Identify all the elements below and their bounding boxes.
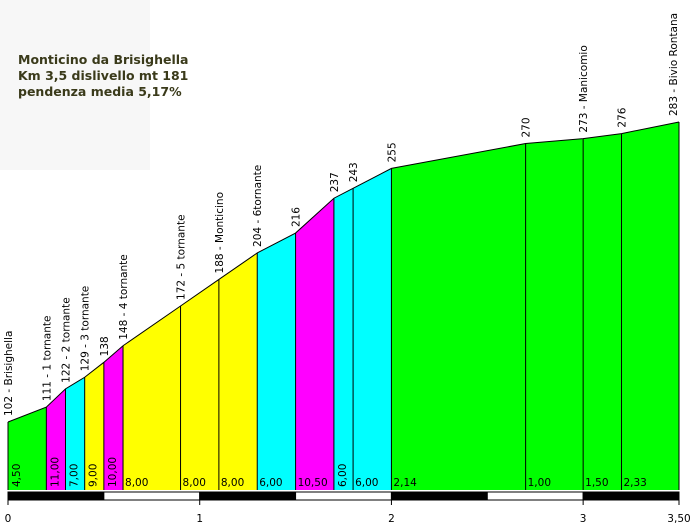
profile-segment bbox=[218, 252, 258, 490]
segment-grade-label: 1,00 bbox=[528, 477, 551, 489]
climb-average-grade: pendenza media 5,17% bbox=[18, 84, 182, 99]
profile-segment bbox=[46, 388, 66, 490]
km-scale-bar-segment bbox=[486, 491, 584, 501]
profile-segment bbox=[84, 362, 104, 490]
elevation-point-label: 111 - 1 tornante bbox=[41, 316, 53, 402]
elevation-point-label: 129 - 3 tornante bbox=[80, 286, 92, 372]
elevation-point-label: 270 bbox=[521, 118, 533, 138]
elevation-point-label: 283 - Bivio Rontana bbox=[668, 13, 680, 116]
segment-grade-label: 7,00 bbox=[69, 464, 81, 487]
profile-segment bbox=[525, 138, 584, 490]
elevation-point-label: 243 bbox=[348, 162, 360, 182]
km-scale-bar-segment bbox=[199, 491, 297, 501]
km-scale-bar-segment bbox=[7, 491, 105, 501]
elevation-point-label: 255 bbox=[386, 142, 398, 162]
x-axis-tick-label: 2 bbox=[388, 513, 395, 525]
elevation-point-label: 204 - 6tornante bbox=[252, 165, 264, 247]
segment-grade-label: 2,33 bbox=[623, 477, 646, 489]
elevation-point-label: 172 - 5 tornante bbox=[176, 214, 188, 300]
segment-grade-label: 8,00 bbox=[221, 477, 244, 489]
segment-grade-label: 9,00 bbox=[88, 464, 100, 487]
x-axis-tick-label: 1 bbox=[196, 513, 203, 525]
segment-grade-label: 2,14 bbox=[393, 477, 417, 489]
info-panel-background bbox=[0, 0, 150, 170]
elevation-point-label: 122 - 2 tornante bbox=[61, 297, 73, 383]
elevation-point-label: 188 - Monticino bbox=[214, 192, 226, 273]
segment-grade-label: 6,00 bbox=[337, 464, 349, 487]
profile-segment bbox=[333, 188, 354, 490]
segment-grade-label: 1,50 bbox=[585, 477, 608, 489]
profile-segment bbox=[391, 143, 526, 490]
climb-info-box: Monticino da Brisighella Km 3,5 dislivel… bbox=[18, 52, 188, 100]
km-scale-bar-segment bbox=[295, 491, 392, 501]
profile-segment bbox=[103, 345, 124, 490]
elevation-point-label: 216 bbox=[291, 207, 303, 227]
segment-grade-label: 10,00 bbox=[107, 457, 119, 487]
profile-segment bbox=[353, 168, 392, 490]
profile-segment bbox=[8, 407, 47, 490]
profile-segment bbox=[65, 377, 85, 490]
segment-grade-label: 4,50 bbox=[11, 464, 23, 487]
x-axis-tick-label: 0 bbox=[5, 513, 12, 525]
elevation-point-label: 276 bbox=[616, 107, 628, 127]
segment-grade-label: 6,00 bbox=[355, 477, 378, 489]
km-scale-bar-segment bbox=[582, 491, 680, 501]
climb-title: Monticino da Brisighella bbox=[18, 52, 189, 67]
profile-segment bbox=[295, 198, 334, 490]
elevation-point-label: 138 bbox=[99, 336, 111, 356]
elevation-point-label: 102 - Brisighella bbox=[3, 331, 15, 416]
profile-segment bbox=[257, 233, 296, 490]
profile-segment bbox=[583, 133, 622, 490]
segment-grade-label: 6,00 bbox=[259, 477, 282, 489]
segment-grade-label: 10,50 bbox=[298, 477, 328, 489]
km-scale-bar-segment bbox=[103, 491, 201, 501]
profile-segment bbox=[123, 305, 181, 490]
km-scale-bar-segment bbox=[390, 491, 488, 501]
segment-grade-label: 11,00 bbox=[49, 457, 61, 487]
elevation-point-label: 273 - Manicomio bbox=[578, 45, 590, 132]
x-axis-tick-label: 3 bbox=[580, 513, 587, 525]
elevation-point-label: 237 bbox=[329, 172, 341, 192]
x-axis-tick-label: 3,50 bbox=[667, 513, 690, 525]
segment-grade-label: 8,00 bbox=[125, 477, 148, 489]
elevation-point-label: 148 - 4 tornante bbox=[118, 254, 130, 340]
profile-segment bbox=[621, 122, 679, 490]
climb-distance-elevation: Km 3,5 dislivello mt 181 bbox=[18, 68, 189, 83]
profile-outline bbox=[7, 121, 680, 423]
profile-segment bbox=[180, 279, 219, 490]
segment-grade-label: 8,00 bbox=[183, 477, 206, 489]
